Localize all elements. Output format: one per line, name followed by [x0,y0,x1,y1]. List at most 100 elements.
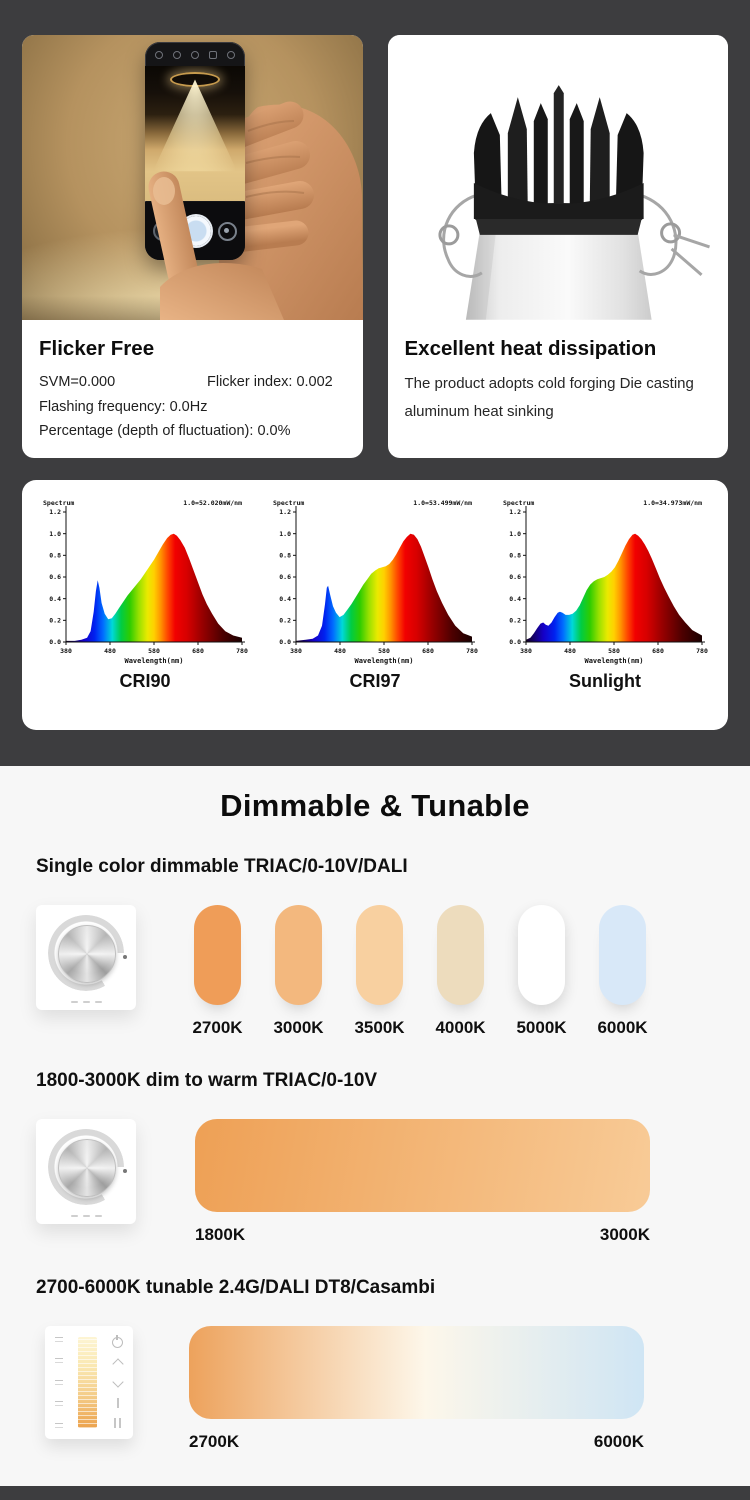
tunable-row: 2700K 6000K [36,1325,750,1452]
dimmer-marks [36,1000,136,1003]
svg-text:Wavelength(nm): Wavelength(nm) [354,657,413,665]
dim-to-warm-row: 1800K 3000K [36,1118,750,1245]
chart-caption: CRI90 [119,670,171,691]
dim-to-warm-gradient-bar [195,1118,650,1212]
chart-col-sunlight: 0.0 0.2 0.4 0.6 0.8 1.0 1.2 380 480 580 680 780 Spec… [490,496,720,730]
svg-text:480: 480 [564,647,576,655]
bar-right-label: 3000K [599,1224,650,1244]
cct-swatch-col: 6000K [597,904,648,1038]
swatch-label: 2700K [192,1017,243,1037]
heatsink-illustration [437,85,710,320]
phone-status-icons [145,42,245,61]
touch-panel-zone-labels [55,1336,63,1428]
dimmer-knob-icon [58,1138,116,1197]
cct-swatch-row: 2700K 3000K 3500K 4000K 5000K 6000K [192,904,648,1038]
chevron-up-icon [111,1358,124,1370]
svg-text:680: 680 [422,647,434,655]
svg-text:0.2: 0.2 [279,616,291,624]
bar-left-label: 2700K [189,1431,240,1451]
svg-text:780: 780 [466,647,478,655]
chart-col-cri97: 0.0 0.2 0.4 0.6 0.8 1.0 1.2 380 480 580 680 780 Spec… [260,496,490,730]
feature-cards-row: Flicker Free SVM=0.000 Flicker index: 0.… [22,35,728,458]
single-dimmable-heading: Single color dimmable TRIAC/0-10V/DALI [36,855,408,877]
chart-caption: Sunlight [569,670,641,691]
swatch-label: 3000K [273,1017,324,1037]
dim-to-warm-bar-labels: 1800K 3000K [195,1225,650,1245]
cct-swatch-col: 3000K [273,904,324,1038]
zone-mark [55,1379,63,1385]
svg-text:0.0: 0.0 [509,638,521,646]
flicker-card-text: Flicker Free SVM=0.000 Flicker index: 0.… [22,320,363,458]
heatsink-photo [387,35,728,320]
svg-text:580: 580 [148,647,160,655]
svg-text:0.6: 0.6 [509,573,521,581]
color-swatch [437,904,484,1005]
dimmable-section: Dimmable & Tunable Single color dimmable… [0,765,750,1486]
svg-text:680: 680 [192,647,204,655]
svg-text:1.0=34.973mW/nm: 1.0=34.973mW/nm [643,499,702,507]
chart-col-cri90: 0.0 0.2 0.4 0.6 0.8 1.0 1.2 380 480 580 680 780 Spec… [30,496,260,730]
svg-text:1.2: 1.2 [509,508,521,516]
cct-swatch-col: 4000K [435,904,486,1038]
svg-text:0.4: 0.4 [279,594,291,602]
dimmer-knob-icon [58,924,116,983]
svg-text:780: 780 [696,647,708,655]
heat-card-description: The product adopts cold forging Die cast… [404,375,694,420]
hdr-icon [155,51,163,59]
rotary-dimmer [36,904,136,1010]
color-swatch [194,904,241,1005]
color-swatch [518,904,565,1005]
heat-dissipation-card: Excellent heat dissipation The product a… [387,35,728,458]
svg-text:0.2: 0.2 [49,616,61,624]
svg-text:780: 780 [236,647,248,655]
dimmer-dot [123,954,127,959]
flicker-index-value: Flicker index: 0.002 [207,374,333,390]
svg-text:1.2: 1.2 [49,508,61,516]
spectrum-chart-sunlight: 0.0 0.2 0.4 0.6 0.8 1.0 1.2 380 480 580 680 780 Spec… [503,499,708,665]
camera-viewfinder [145,66,245,201]
dim-to-warm-bar-wrap: 1800K 3000K [195,1118,650,1245]
svg-text:0.0: 0.0 [279,638,291,646]
svg-text:580: 580 [378,647,390,655]
zone-mark [55,1358,63,1363]
hand-front [148,171,284,320]
dimmer-marks [36,1214,136,1217]
rotary-dimmer [36,1118,136,1224]
svg-text:0.8: 0.8 [509,551,521,559]
svg-text:1.0=53.499mW/nm: 1.0=53.499mW/nm [413,499,472,507]
cct-swatch-col: 5000K [516,904,567,1038]
chevron-down-icon [111,1375,124,1388]
heat-card-title: Excellent heat dissipation [404,337,657,360]
svg-text:Wavelength(nm): Wavelength(nm) [584,657,643,665]
swatch-label: 5000K [516,1017,567,1037]
zone-mark [55,1401,63,1406]
svg-text:Wavelength(nm): Wavelength(nm) [124,657,183,665]
spectrum-charts-card: 0.0 0.2 0.4 0.6 0.8 1.0 1.2 380 480 580 680 780 Spec… [22,479,728,730]
dimmer-dot [123,1168,127,1173]
tunable-bar-labels: 2700K 6000K [189,1432,644,1452]
top-dark-section: Flicker Free SVM=0.000 Flicker index: 0.… [22,35,728,730]
bar-right-label: 6000K [593,1431,644,1451]
svg-text:680: 680 [652,647,664,655]
cct-swatch-col: 3500K [354,904,405,1038]
svg-text:380: 380 [60,647,72,655]
flicker-card-title: Flicker Free [39,337,155,360]
power-icon [112,1334,123,1348]
pause-icon [114,1417,121,1428]
svg-text:Spectrum: Spectrum [503,499,534,507]
svg-text:1.0: 1.0 [49,529,61,537]
svg-text:380: 380 [520,647,532,655]
aspect-icon [209,51,217,59]
svg-text:0.4: 0.4 [509,594,521,602]
zone-mark [55,1422,63,1428]
svg-text:380: 380 [290,647,302,655]
swatch-label: 6000K [597,1017,648,1037]
svg-text:1.2: 1.2 [279,508,291,516]
svg-text:1.0=52.020mW/nm: 1.0=52.020mW/nm [183,499,242,507]
color-swatch [599,904,646,1005]
svg-text:0.2: 0.2 [509,616,521,624]
swatch-label: 4000K [435,1017,486,1037]
single-dimmable-row: 2700K 3000K 3500K 4000K 5000K 6000K [36,904,750,1038]
svg-text:1.0: 1.0 [279,529,291,537]
